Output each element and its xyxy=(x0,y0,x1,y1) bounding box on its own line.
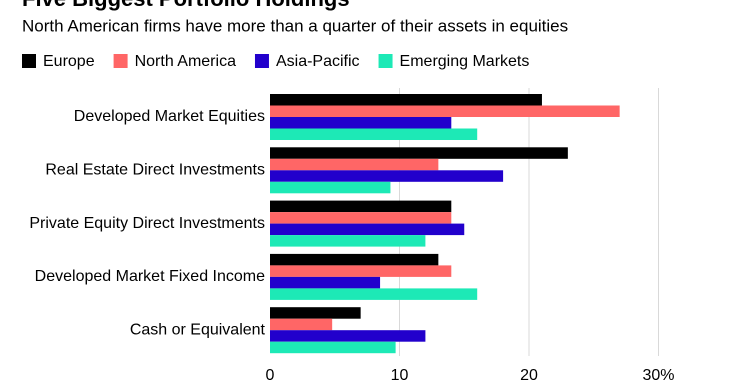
bar xyxy=(270,307,361,319)
legend-label: Emerging Markets xyxy=(400,53,530,70)
bar xyxy=(270,288,478,300)
bar xyxy=(270,170,504,182)
y-tick-label: Developed Market Equities xyxy=(74,108,265,125)
bar xyxy=(270,330,426,342)
legend-swatch xyxy=(113,54,128,68)
bar xyxy=(270,223,465,236)
bar xyxy=(270,318,333,331)
legend-swatch xyxy=(22,54,36,68)
bar xyxy=(270,212,452,224)
bar xyxy=(270,276,381,289)
x-tick-label: 20 xyxy=(520,367,538,384)
legend-label: North America xyxy=(135,53,236,70)
legend-swatch xyxy=(254,54,269,68)
legend-label: Europe xyxy=(43,53,95,70)
legend-label: Asia-Pacific xyxy=(276,53,360,70)
bar xyxy=(270,147,568,159)
y-tick-label: Real Estate Direct Investments xyxy=(45,162,265,179)
y-tick-label: Developed Market Fixed Income xyxy=(35,268,265,285)
bar xyxy=(270,265,452,277)
chart-subtitle: North American firms have more than a qu… xyxy=(22,16,568,35)
bar xyxy=(270,200,452,213)
bar xyxy=(270,117,452,129)
x-tick-label: 0 xyxy=(266,367,275,384)
bar xyxy=(270,94,542,106)
y-tick-label: Cash or Equivalent xyxy=(130,321,266,338)
bar xyxy=(270,181,391,194)
chart-title: Five Biggest Portfolio Holdings xyxy=(22,0,350,11)
x-tick-label: 30% xyxy=(642,367,674,384)
bar xyxy=(270,128,478,140)
bar xyxy=(270,253,439,266)
bar xyxy=(270,235,426,247)
legend-swatch xyxy=(378,54,393,68)
bar xyxy=(270,105,620,117)
x-tick-label: 10 xyxy=(391,367,409,384)
y-tick-label: Private Equity Direct Investments xyxy=(29,215,265,232)
bar xyxy=(270,158,439,171)
bar xyxy=(270,341,396,354)
